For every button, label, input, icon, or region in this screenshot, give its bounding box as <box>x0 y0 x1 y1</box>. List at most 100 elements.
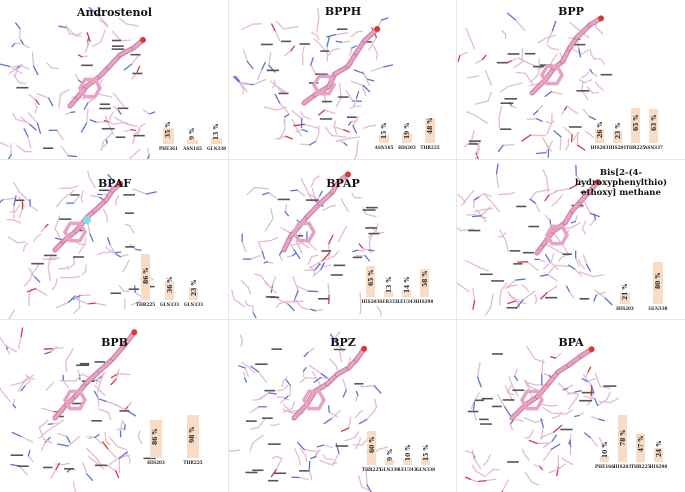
residue-tag <box>133 134 145 137</box>
bar-value-label: 9 % <box>386 449 394 461</box>
residue-stick <box>10 381 24 387</box>
residue-stick <box>545 140 554 154</box>
residue-stick <box>498 193 509 196</box>
bar-gln339 <box>385 459 394 465</box>
residue-tag <box>354 383 364 385</box>
residue-stick <box>365 469 368 486</box>
residue-stick <box>284 211 290 217</box>
residue-stick <box>65 348 74 362</box>
residue-stick <box>542 440 553 449</box>
residue-stick <box>542 168 548 179</box>
residue-stick <box>506 12 517 21</box>
residue-stick <box>589 68 593 74</box>
residue-stick <box>361 85 366 93</box>
molecule-structure <box>457 163 613 316</box>
residue-stick <box>240 339 244 348</box>
residue-tag <box>101 127 115 130</box>
residue-stick <box>576 144 586 151</box>
ligand-stick <box>346 51 358 68</box>
residue-tag <box>319 118 333 120</box>
residue-stick <box>117 98 125 108</box>
residue-stick <box>316 444 325 448</box>
residue-stick <box>309 259 324 269</box>
residue-stick <box>546 177 549 193</box>
residue-stick <box>91 41 102 48</box>
residue-stick <box>108 436 119 448</box>
residue-stick <box>578 271 595 278</box>
residue-stick <box>302 115 312 120</box>
residue-label: ASN165 <box>374 145 394 150</box>
residue-stick <box>15 22 21 30</box>
residue-stick <box>22 374 34 384</box>
residue-stick <box>371 66 385 72</box>
residue-stick <box>589 436 598 447</box>
bar-value-label: 65 % <box>632 114 640 131</box>
residue-stick <box>515 278 526 281</box>
residue-tag <box>533 65 544 68</box>
residue-stick <box>65 111 72 116</box>
panel-title-line: BPZ <box>330 336 356 349</box>
residue-stick <box>362 72 371 87</box>
bar-gln333 <box>189 287 198 300</box>
residue-stick <box>330 410 341 420</box>
residue-stick <box>13 66 18 71</box>
residue-stick <box>35 233 42 239</box>
bar-value-label: 26 % <box>596 121 604 139</box>
residue-stick <box>548 468 560 474</box>
residue-stick <box>54 215 61 230</box>
residue-stick <box>557 255 564 262</box>
residue-tag <box>568 126 582 128</box>
residue-stick <box>275 455 283 460</box>
residue-stick <box>600 58 605 65</box>
ligand-ring <box>539 64 565 86</box>
residue-stick <box>563 106 568 111</box>
residue-tag <box>278 92 289 95</box>
residue-stick <box>514 19 526 32</box>
residue-stick <box>570 222 581 229</box>
residue-stick <box>354 412 360 419</box>
residue-stick <box>477 480 487 483</box>
bar-leu343 <box>402 290 411 297</box>
residue-stick <box>510 57 518 62</box>
residue-stick <box>464 450 474 454</box>
residue-stick <box>574 215 579 223</box>
residue-stick <box>89 119 97 123</box>
residue-stick <box>290 242 303 246</box>
residue-stick <box>257 371 268 384</box>
residue-stick <box>589 212 600 218</box>
residue-stick <box>138 123 146 128</box>
residue-stick <box>70 185 79 189</box>
residue-label: PHE361 <box>158 146 179 151</box>
panel-divider <box>0 319 685 320</box>
residue-stick <box>268 392 277 395</box>
residue-stick <box>470 401 475 410</box>
residue-label: THR225 <box>361 467 382 472</box>
residue-tag <box>81 64 93 67</box>
residue-stick <box>281 379 285 387</box>
residue-stick <box>81 55 88 58</box>
ligand-ring <box>291 221 317 243</box>
residue-stick <box>303 449 320 453</box>
panel-title-line: BPAF <box>97 177 132 190</box>
residue-stick <box>284 50 292 57</box>
residue-stick <box>507 300 516 305</box>
residue-stick <box>591 72 598 78</box>
residue-stick <box>87 223 91 236</box>
residue-stick <box>50 468 57 480</box>
residue-stick <box>464 259 480 268</box>
residue-stick <box>308 364 322 375</box>
residue-stick <box>504 384 509 394</box>
residue-stick <box>283 25 299 30</box>
residue-stick <box>27 450 31 457</box>
residue-stick <box>258 240 271 243</box>
residue-tag <box>579 298 590 300</box>
residue-stick <box>595 291 607 296</box>
residue-stick <box>376 305 382 313</box>
residue-stick <box>483 192 492 197</box>
residue-stick <box>328 411 338 418</box>
residue-stick <box>291 401 296 409</box>
residue-stick <box>340 40 351 43</box>
residue-stick <box>249 442 254 452</box>
residue-stick <box>24 374 31 380</box>
residue-stick <box>84 40 91 53</box>
